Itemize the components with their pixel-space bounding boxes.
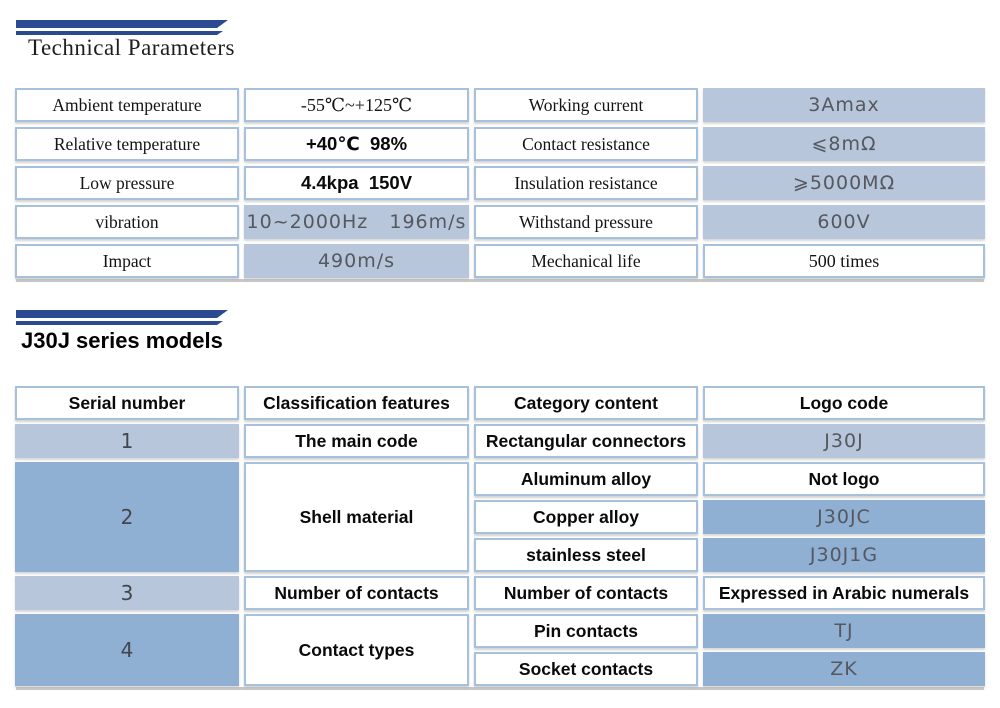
param-label-cell: Mechanical life <box>474 244 698 278</box>
logo-cell: Expressed in Arabic numerals <box>703 576 985 610</box>
tech-params-table: Ambient temperature -55℃~+125℃ Working c… <box>15 88 985 278</box>
param-value-cell: 500 times <box>703 244 985 278</box>
category-cell: Rectangular connectors <box>474 424 698 458</box>
param-label-cell: Working current <box>474 88 698 122</box>
param-label-cell: Contact resistance <box>474 127 698 161</box>
logo-cell: J30JC <box>703 500 985 534</box>
category-cell: Copper alloy <box>474 500 698 534</box>
param-value-cell: ⩾5000MΩ <box>703 166 985 200</box>
logo-cell: ZK <box>703 652 985 686</box>
navy-bar-thick <box>16 20 228 28</box>
series-models-table: Serial number Classification features Ca… <box>15 386 985 686</box>
table-bottom-shadow <box>16 279 984 282</box>
feature-cell: The main code <box>244 424 469 458</box>
navy-bar-thick <box>16 310 228 318</box>
param-value-cell: ⩽8mΩ <box>703 127 985 161</box>
navy-bar-thin <box>16 31 223 35</box>
param-label-cell: Insulation resistance <box>474 166 698 200</box>
param-label-cell: vibration <box>15 205 239 239</box>
navy-bar-thin <box>16 321 223 325</box>
category-cell: Pin contacts <box>474 614 698 648</box>
column-header-features: Classification features <box>244 386 469 420</box>
category-cell: Socket contacts <box>474 652 698 686</box>
param-value-cell: +40℃ 98% <box>244 127 469 161</box>
serial-cell: 1 <box>15 424 239 458</box>
heading-decoration-bars <box>16 20 228 35</box>
tech-params-heading: Technical Parameters <box>28 35 235 60</box>
category-cell: Aluminum alloy <box>474 462 698 496</box>
table-bottom-shadow <box>16 687 984 690</box>
param-label-cell: Withstand pressure <box>474 205 698 239</box>
category-cell: stainless steel <box>474 538 698 572</box>
param-label-cell: Impact <box>15 244 239 278</box>
heading-decoration-bars <box>16 310 228 325</box>
logo-cell: J30J1G <box>703 538 985 572</box>
logo-cell: TJ <box>703 614 985 648</box>
column-header-category: Category content <box>474 386 698 420</box>
serial-cell: 2 <box>15 462 239 572</box>
logo-cell: Not logo <box>703 462 985 496</box>
param-label-cell: Relative temperature <box>15 127 239 161</box>
feature-cell: Number of contacts <box>244 576 469 610</box>
series-models-heading: J30J series models <box>21 328 223 353</box>
param-value-cell: 4.4kpa 150V <box>244 166 469 200</box>
category-cell: Number of contacts <box>474 576 698 610</box>
param-value-cell: -55℃~+125℃ <box>244 88 469 122</box>
logo-cell: J30J <box>703 424 985 458</box>
param-value-cell: 3Amax <box>703 88 985 122</box>
feature-cell: Contact types <box>244 614 469 686</box>
serial-cell: 3 <box>15 576 239 610</box>
param-value-cell: 490m/s <box>244 244 469 278</box>
param-label-cell: Low pressure <box>15 166 239 200</box>
param-label-cell: Ambient temperature <box>15 88 239 122</box>
param-value-cell: 10~2000Hz 196m/s <box>244 205 469 239</box>
serial-cell: 4 <box>15 614 239 686</box>
column-header-logo: Logo code <box>703 386 985 420</box>
column-header-serial: Serial number <box>15 386 239 420</box>
feature-cell: Shell material <box>244 462 469 572</box>
param-value-cell: 600V <box>703 205 985 239</box>
